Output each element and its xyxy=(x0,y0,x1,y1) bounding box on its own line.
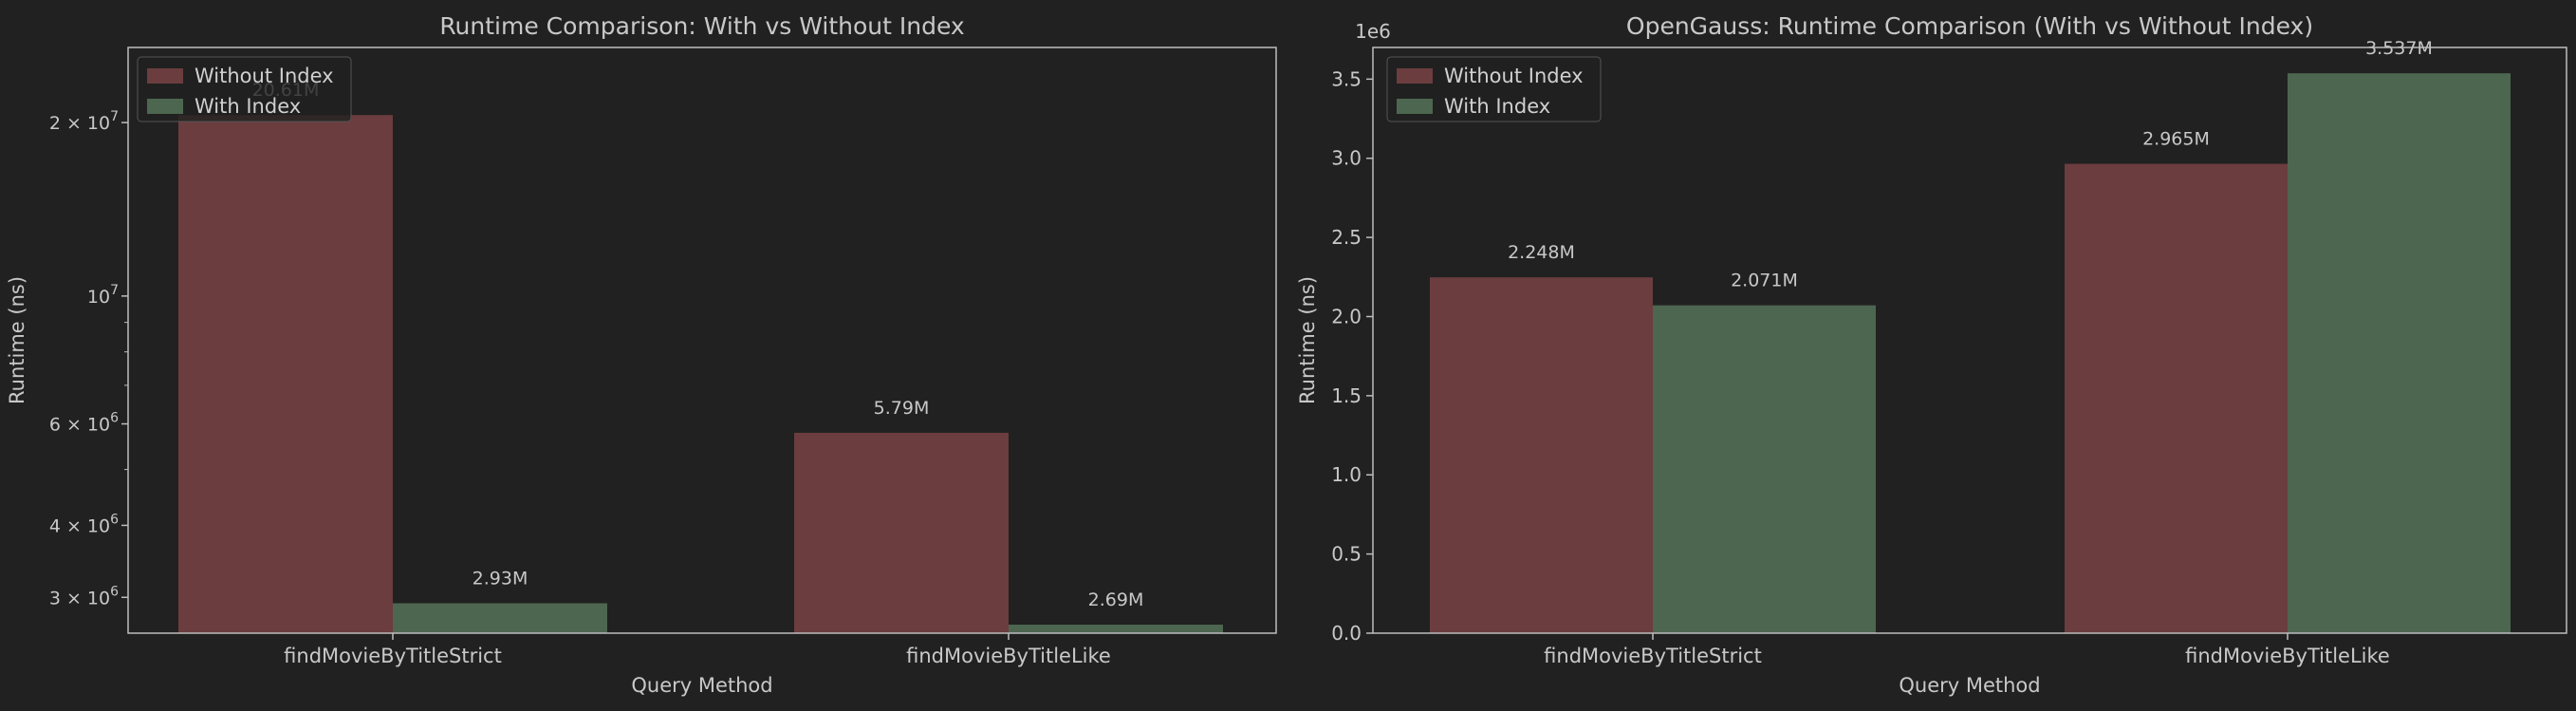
bar-value-label: 2.071M xyxy=(1731,271,1798,291)
x-axis-label-right: Query Method xyxy=(1899,674,2040,697)
y-tick-label: 3.5 xyxy=(1331,67,1362,90)
plot-frame-right xyxy=(1372,47,2567,634)
y-tick-label: 6 × 106 xyxy=(49,411,119,436)
legend-swatch-without-index xyxy=(1397,68,1433,84)
plot-frame-left xyxy=(127,47,1277,634)
legend-swatch-with-index xyxy=(147,99,183,114)
bar-without-index-findmoviebytitlestrict xyxy=(1430,277,1653,633)
y-axis-label-right: Runtime (ns) xyxy=(1296,276,1319,404)
legend-label-with-index: With Index xyxy=(195,95,301,118)
y-tick-label: 1.0 xyxy=(1331,463,1362,486)
legend-label-without-index: Without Index xyxy=(1444,65,1584,87)
y-tick-label: 0.0 xyxy=(1331,622,1362,645)
bar-with-index-findmoviebytitlelike xyxy=(1009,625,1223,633)
legend-label-without-index: Without Index xyxy=(195,65,334,87)
y-tick-label: 3.0 xyxy=(1331,147,1362,170)
bar-value-label: 2.248M xyxy=(1508,242,1575,263)
bar-with-index-findmoviebytitlestrict xyxy=(1653,305,1876,633)
legend-swatch-with-index xyxy=(1397,99,1433,114)
y-offset-label: 1e6 xyxy=(1355,20,1391,43)
x-tick-label: findMovieByTitleLike xyxy=(2185,645,2390,667)
bar-without-index-findmoviebytitlestrict xyxy=(178,115,393,633)
y-tick-label: 0.5 xyxy=(1331,543,1362,566)
bar-value-label: 2.965M xyxy=(2142,129,2210,150)
bar-value-label: 2.69M xyxy=(1088,589,1144,610)
y-tick-label: 1.5 xyxy=(1331,384,1362,407)
x-axis-label-left: Query Method xyxy=(631,674,772,697)
y-tick-label: 4 × 106 xyxy=(49,512,119,536)
y-tick-label: 107 xyxy=(87,283,119,308)
x-tick-label: findMovieByTitleStrict xyxy=(284,645,502,667)
runtime-chart-right: OpenGauss: Runtime Comparison (With vs W… xyxy=(1296,12,2567,697)
legend-box-right xyxy=(1386,56,1602,122)
bar-without-index-findmoviebytitlelike xyxy=(2065,163,2288,633)
y-tick-label: 2.5 xyxy=(1331,226,1362,249)
x-tick-label: findMovieByTitleStrict xyxy=(1544,645,1762,667)
bar-without-index-findmoviebytitlelike xyxy=(794,432,1009,633)
y-axis-label-left: Runtime (ns) xyxy=(6,276,28,404)
legend-swatch-without-index xyxy=(147,68,183,84)
y-tick-label: 3 × 106 xyxy=(49,584,119,608)
bar-with-index-findmoviebytitlestrict xyxy=(393,603,607,633)
legend-label-with-index: With Index xyxy=(1444,95,1550,118)
bar-value-label: 5.79M xyxy=(874,398,930,419)
chart-title-right: OpenGauss: Runtime Comparison (With vs W… xyxy=(1626,12,2313,40)
runtime-chart-left: Runtime Comparison: With vs Without Inde… xyxy=(6,12,1277,697)
x-tick-label: findMovieByTitleLike xyxy=(906,645,1111,667)
chart-panel-right: OpenGauss: Runtime Comparison (With vs W… xyxy=(1286,0,2576,711)
y-tick-label: 2.0 xyxy=(1331,305,1362,327)
chart-panel-left: Runtime Comparison: With vs Without Inde… xyxy=(0,0,1286,711)
chart-title-left: Runtime Comparison: With vs Without Inde… xyxy=(439,12,964,40)
bar-value-label: 3.537M xyxy=(2365,38,2433,59)
legend-box-left xyxy=(137,56,352,122)
bar-with-index-findmoviebytitlelike xyxy=(2288,73,2511,634)
y-tick-label: 2 × 107 xyxy=(49,109,119,134)
bar-value-label: 2.93M xyxy=(473,568,528,589)
